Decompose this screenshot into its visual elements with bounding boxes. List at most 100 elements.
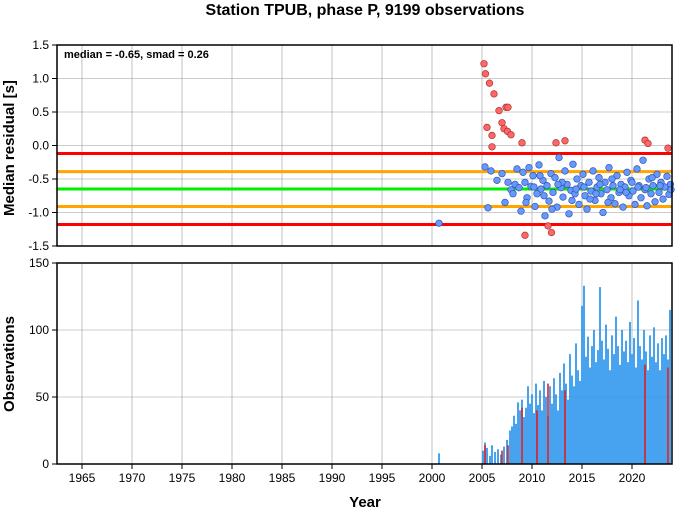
inlier-point	[663, 172, 671, 180]
inlier-point	[667, 186, 675, 194]
inlier-point	[628, 178, 636, 187]
observation-bar	[575, 343, 577, 464]
observation-bar	[482, 450, 484, 464]
inlier-point	[643, 202, 651, 210]
inlier-point	[581, 192, 589, 200]
outlier-point	[490, 90, 498, 98]
observation-bar	[605, 324, 607, 464]
observation-bar	[557, 410, 559, 464]
inlier-point	[586, 195, 594, 203]
observation-bar	[593, 330, 595, 464]
observation-bar	[567, 399, 569, 464]
observation-bar	[583, 285, 585, 464]
outlier-point	[518, 139, 526, 147]
observation-bar	[669, 309, 671, 464]
observation-bar	[543, 380, 545, 464]
observation-bar	[523, 417, 525, 464]
observation-bar	[641, 359, 643, 464]
inlier-point	[519, 168, 527, 176]
observation-bar	[579, 380, 581, 464]
inlier-point	[515, 184, 523, 192]
inlier-point	[541, 212, 549, 220]
year-tick-label: 1990	[319, 471, 346, 485]
observations-tick-label: 0	[42, 457, 49, 471]
inlier-point	[565, 210, 573, 218]
outlier-observation-bar	[536, 410, 538, 464]
observation-bar	[639, 346, 641, 464]
inlier-point	[596, 180, 604, 189]
observation-bar	[491, 445, 493, 464]
observation-bar	[573, 386, 575, 464]
inlier-point	[535, 161, 543, 169]
observation-bar	[645, 351, 647, 464]
observation-bar	[515, 423, 517, 464]
observation-bar	[595, 362, 597, 464]
outlier-observation-bar	[564, 390, 566, 464]
observation-bar	[581, 305, 583, 464]
inlier-point	[633, 165, 641, 173]
median-smad-annotation: median = -0.65, smad = 0.26	[64, 49, 209, 61]
outlier-point	[480, 60, 488, 68]
observation-bar	[533, 413, 535, 464]
observation-bar	[545, 397, 547, 464]
residual-tick-label: -1.5	[28, 239, 49, 253]
observation-bar	[559, 372, 561, 464]
inlier-point	[611, 200, 619, 208]
year-tick-label: 2000	[419, 471, 446, 485]
residual-tick-label: 1.5	[32, 38, 49, 52]
observation-bar	[643, 330, 645, 464]
outlier-observation-bar	[501, 450, 503, 464]
inlier-point	[529, 171, 537, 180]
outlier-point	[644, 139, 652, 148]
inlier-point	[555, 153, 563, 162]
inlier-point	[481, 163, 489, 171]
observation-bar	[513, 415, 515, 464]
observation-bar	[519, 410, 521, 464]
observation-bar	[561, 390, 563, 464]
observation-bar	[517, 402, 519, 464]
observation-bar	[527, 386, 529, 464]
inlier-point	[513, 165, 521, 173]
observation-bar	[571, 375, 573, 464]
inlier-point	[493, 176, 501, 184]
observation-bar	[651, 356, 653, 464]
inlier-point	[531, 202, 539, 211]
observation-bar	[500, 454, 502, 464]
inlier-point	[501, 198, 509, 207]
observation-bar	[659, 370, 661, 464]
outlier-point	[507, 131, 515, 139]
year-tick-label: 1975	[169, 471, 196, 485]
inlier-point	[498, 169, 506, 178]
observation-bar	[549, 386, 551, 464]
observation-bar	[611, 335, 613, 464]
observations-panel: 150 100 50 0 1965 1970 1975 1980 1985 1990 1995 20…	[1, 256, 673, 511]
observations-y-ticks: 150 100 50 0	[29, 256, 57, 471]
inlier-point	[537, 185, 545, 193]
observation-bar	[587, 336, 589, 464]
inlier-point	[525, 163, 533, 172]
observation-bar	[438, 453, 440, 464]
inlier-point	[613, 171, 621, 180]
outlier-point	[498, 119, 506, 127]
inlier-point	[521, 178, 529, 187]
observation-bar	[535, 383, 537, 464]
observation-bar	[497, 449, 499, 464]
outlier-point	[481, 70, 490, 78]
observation-bar	[511, 426, 513, 464]
year-tick-label: 1995	[369, 471, 396, 485]
residual-points	[435, 60, 675, 239]
outlier-point	[521, 231, 529, 239]
inlier-point	[579, 170, 587, 178]
observation-bar	[621, 330, 623, 464]
inlier-point	[509, 190, 517, 198]
inlier-point	[604, 198, 612, 207]
observation-bar	[625, 340, 627, 464]
observation-bar	[653, 327, 655, 464]
inlier-point	[583, 205, 591, 213]
observations-tick-label: 50	[36, 390, 50, 404]
observation-bar	[539, 390, 541, 464]
observation-bar	[663, 354, 665, 464]
observation-bar	[627, 362, 629, 464]
observation-bar	[591, 346, 593, 464]
